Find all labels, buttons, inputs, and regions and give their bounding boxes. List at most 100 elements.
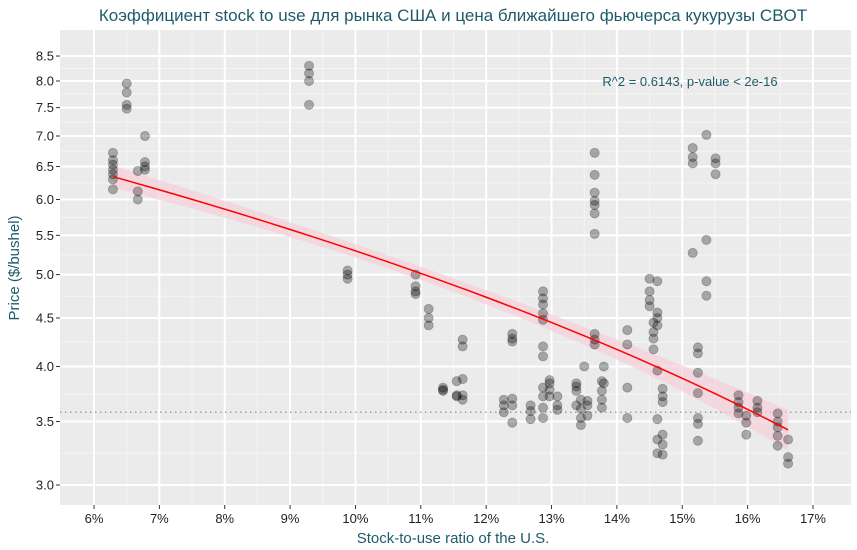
data-point	[772, 430, 783, 441]
data-point	[507, 336, 518, 347]
data-point	[652, 434, 663, 445]
data-point	[596, 402, 607, 413]
data-point	[644, 295, 655, 306]
data-point	[304, 68, 315, 79]
data-point	[687, 158, 698, 169]
data-point	[132, 194, 143, 205]
data-point	[589, 169, 600, 180]
data-point	[741, 429, 752, 440]
data-point	[342, 269, 353, 280]
data-point	[538, 382, 549, 393]
data-point	[507, 333, 518, 344]
data-point	[644, 286, 655, 297]
data-point	[457, 374, 468, 385]
data-point	[544, 391, 555, 402]
data-point	[692, 388, 703, 399]
data-point	[575, 412, 586, 423]
data-point	[657, 396, 668, 407]
data-point	[507, 328, 518, 339]
data-point	[692, 418, 703, 429]
data-point	[410, 286, 421, 297]
data-point	[121, 99, 132, 110]
data-point	[342, 273, 353, 284]
data-point	[438, 384, 449, 395]
data-point	[507, 393, 518, 404]
y-tick-label: 3.5	[36, 414, 54, 429]
data-point	[589, 228, 600, 239]
data-point	[544, 375, 555, 386]
y-tick-labels: 3.0 3.5 4.0 4.5 5.0 5.5 6.0 6.5 7.0 7.5 8.0 8.5	[36, 49, 60, 493]
y-tick-label: 8.5	[36, 49, 54, 64]
data-point	[692, 435, 703, 446]
data-point	[752, 395, 763, 406]
data-point	[741, 410, 752, 421]
data-point	[107, 147, 118, 158]
y-tick-label: 3.0	[36, 478, 54, 493]
x-axis-title: Stock-to-use ratio of the U.S.	[357, 530, 550, 547]
data-point	[342, 265, 353, 276]
data-point	[783, 434, 794, 445]
data-point	[733, 390, 744, 401]
data-point	[752, 402, 763, 413]
data-point	[710, 158, 721, 169]
data-point	[701, 290, 712, 301]
data-point	[538, 341, 549, 352]
plot-panel	[60, 30, 851, 505]
data-point	[652, 448, 663, 459]
data-point	[701, 234, 712, 245]
data-point	[451, 391, 462, 402]
data-point	[457, 390, 468, 401]
data-point	[121, 87, 132, 98]
data-point	[596, 394, 607, 405]
data-point	[582, 395, 593, 406]
data-point	[692, 412, 703, 423]
confidence-band	[113, 165, 789, 451]
data-point	[552, 404, 563, 415]
data-point	[451, 390, 462, 401]
data-point	[139, 157, 150, 168]
x-tick-label: 16%	[735, 511, 761, 526]
data-point	[622, 382, 633, 393]
data-point	[589, 187, 600, 198]
data-point	[579, 361, 590, 372]
data-point	[544, 378, 555, 389]
data-points	[107, 60, 794, 469]
data-point	[525, 414, 536, 425]
data-point	[648, 344, 659, 355]
data-point	[538, 308, 549, 319]
data-point	[107, 155, 118, 166]
data-point	[657, 429, 668, 440]
data-point	[538, 412, 549, 423]
data-point	[596, 385, 607, 396]
data-point	[538, 402, 549, 413]
data-point	[582, 400, 593, 411]
data-point	[648, 333, 659, 344]
y-tick-label: 6.0	[36, 192, 54, 207]
data-point	[692, 342, 703, 353]
y-tick-label: 5.0	[36, 267, 54, 282]
data-point	[596, 376, 607, 387]
data-point	[575, 403, 586, 414]
data-point	[304, 75, 315, 86]
data-point	[687, 152, 698, 163]
data-point	[538, 293, 549, 304]
data-point	[701, 276, 712, 287]
x-tick-label: 12%	[473, 511, 499, 526]
r-squared-annotation: R^2 = 0.6143, p-value < 2e-16	[602, 74, 777, 89]
data-point	[538, 286, 549, 297]
chart-title: Коэффициент stock to use для рынка США и…	[99, 6, 807, 25]
data-point	[657, 391, 668, 402]
data-point	[410, 288, 421, 299]
x-tick-label: 15%	[669, 511, 695, 526]
data-point	[538, 351, 549, 362]
x-tick-labels: 6% 7% 8% 9% 10% 11% 12% 13% 14% 15% 16% 17%	[85, 505, 826, 526]
data-point	[507, 400, 518, 411]
data-point	[552, 400, 563, 411]
data-point	[423, 303, 434, 314]
data-point	[304, 60, 315, 71]
y-tick-label: 7.0	[36, 128, 54, 143]
data-point	[544, 384, 555, 395]
data-point	[741, 417, 752, 428]
data-point	[644, 273, 655, 284]
